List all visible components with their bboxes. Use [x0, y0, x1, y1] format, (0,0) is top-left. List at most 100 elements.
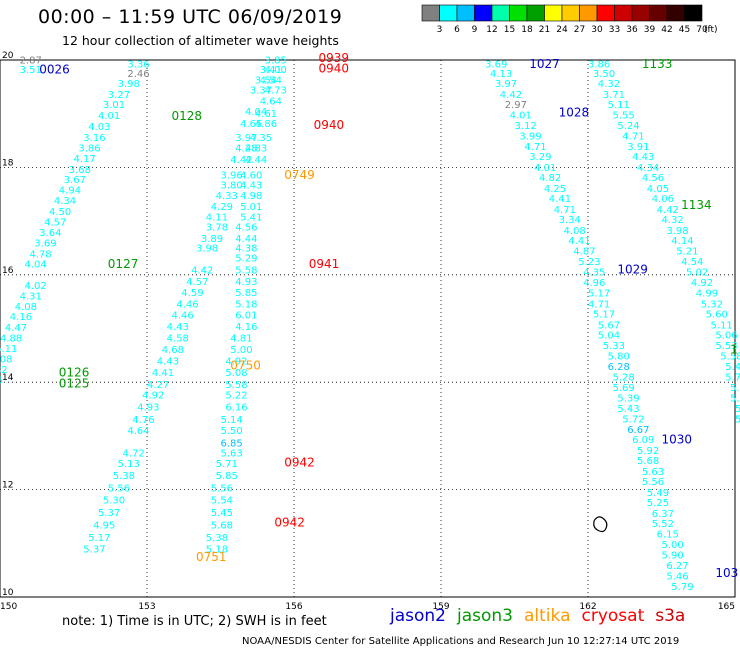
swh-value: 5.68 [637, 456, 659, 467]
swh-value: 5.24 [617, 121, 639, 132]
swh-value: 4.57 [186, 277, 208, 288]
pass-time-label: 0026 [39, 63, 70, 77]
swh-value: 6.67 [627, 425, 649, 436]
swh-value: 5.80 [608, 351, 630, 362]
swh-value: 4.78 [29, 249, 51, 260]
swh-value: 4.34 [54, 196, 76, 207]
swh-value: 4.44 [245, 155, 267, 166]
swh-value: 4.28 [235, 144, 257, 155]
swh-value: 3.68 [69, 165, 91, 176]
swh-value: 5.21 [676, 247, 698, 258]
swh-value: 5.38 [206, 533, 228, 544]
swh-value: 5.63 [221, 449, 243, 460]
swh-value: 4.86 [0, 376, 3, 387]
swh-value: 3.86 [78, 144, 100, 155]
swh-value: 4.06 [652, 194, 674, 205]
swh-value: 4.92 [225, 356, 247, 367]
y-tick-label: 20 [2, 51, 14, 61]
colorbar-tick-label: 36 [626, 25, 638, 34]
swh-value: 5.30 [103, 495, 125, 506]
colorbar-tick-label: 3 [437, 25, 443, 34]
swh-value: 5.08 [225, 368, 247, 379]
swh-value: 3.27 [108, 90, 130, 101]
swh-value: 5.71 [216, 459, 238, 470]
swh-value: 4.35 [583, 268, 605, 279]
colorbar-tick-label: 27 [574, 25, 585, 34]
swh-value: 4.16 [235, 322, 257, 333]
colorbar-tick-label: 18 [521, 25, 533, 34]
swh-value: 4.41 [568, 236, 590, 247]
swh-value: 5.04 [598, 330, 620, 341]
swh-value: 5.17 [593, 310, 615, 321]
x-tick-label: 153 [138, 602, 155, 612]
swh-value: 3.41 [260, 65, 282, 76]
swh-value: 4.68 [162, 345, 184, 356]
pass-time-label: 1134 [681, 198, 712, 212]
swh-value: 5.41 [725, 362, 740, 373]
swh-value: 3.51 [20, 65, 42, 76]
swh-value: 5.85 [216, 471, 238, 482]
swh-value: 5.56 [108, 484, 130, 495]
swh-value: 5.90 [662, 551, 684, 562]
colorbar-tick-label: 24 [556, 25, 568, 34]
swh-value: 4.93 [235, 277, 257, 288]
swh-value: 6.15 [657, 530, 679, 541]
x-tick-label: 156 [285, 602, 302, 612]
colorbar-tick-label: 12 [486, 25, 497, 34]
swh-value: 3.71 [603, 90, 625, 101]
swh-value: 4.32 [598, 79, 620, 90]
swh-value: 5.11 [711, 320, 733, 331]
swh-value: 5.58 [720, 351, 740, 362]
swh-value: 4.41 [152, 368, 174, 379]
swh-value: 4.42 [230, 155, 252, 166]
x-tick-label: 150 [0, 602, 17, 612]
swh-value: 4.47 [5, 323, 27, 334]
swh-value: 4.03 [88, 122, 110, 133]
swh-value: 4.95 [93, 521, 115, 532]
swh-value: 4.42 [657, 205, 679, 216]
swh-value: 3.54 [255, 75, 277, 86]
swh-value: 4.71 [588, 299, 610, 310]
swh-value: 4.71 [622, 131, 644, 142]
colorbar-swatch [684, 4, 703, 22]
swh-value: 3.80 [221, 181, 243, 192]
swh-value: 5.14 [221, 415, 243, 426]
swh-value: 5.32 [0, 365, 8, 376]
swh-value: 4.31 [20, 291, 42, 302]
swh-value: 4.01 [534, 163, 556, 174]
swh-value: 4.42 [500, 90, 522, 101]
swh-value: 4.41 [549, 194, 571, 205]
swh-value: 5.85 [235, 288, 257, 299]
swh-value: 5.11 [608, 100, 630, 111]
swh-value: 4.87 [573, 247, 595, 258]
swh-value: 4.54 [681, 257, 703, 268]
x-tick-label: 165 [718, 602, 735, 612]
swh-value: 6.37 [652, 509, 674, 520]
swh-value: 4.86 [255, 119, 277, 130]
swh-value: 4.29 [211, 202, 233, 213]
swh-value: 5.37 [98, 508, 120, 519]
y-tick-label: 18 [2, 158, 14, 168]
swh-value: 2.97 [505, 100, 527, 111]
pass-time-label: 1 [730, 342, 738, 356]
swh-value: 5.58 [235, 266, 257, 277]
swh-value: 5.63 [642, 467, 664, 478]
swh-value: 4.42 [191, 266, 213, 277]
swh-value: 4.01 [98, 111, 120, 122]
swh-value: 5.69 [613, 383, 635, 394]
swh-value: 4.05 [647, 184, 669, 195]
swh-value: 4.83 [245, 144, 267, 155]
swh-value: 4.56 [642, 173, 664, 184]
swh-value: 5.67 [598, 320, 620, 331]
swh-value: 4.46 [176, 299, 198, 310]
swh-value: 6.85 [221, 438, 243, 449]
swh-value: 4.08 [0, 355, 12, 366]
swh-value: 4.60 [240, 170, 262, 181]
swh-value: 4.76 [132, 415, 154, 426]
swh-value: 5.02 [686, 268, 708, 279]
swh-value: 5.00 [230, 345, 252, 356]
swh-value: 3.78 [206, 223, 228, 234]
color-scale-legend: 3 6 9 12 15 18 21 24 27 30 33 36 39 42 45 70(ft) [421, 4, 718, 34]
swh-value: 6.09 [632, 435, 654, 446]
swh-value: 3.67 [64, 175, 86, 186]
